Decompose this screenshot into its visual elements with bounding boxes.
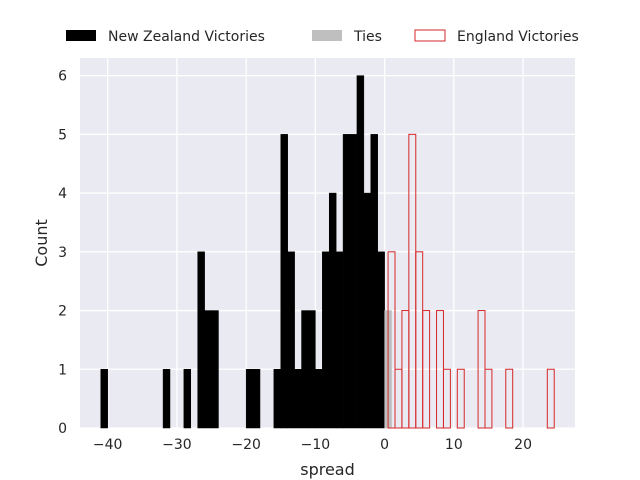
england-victories-bar bbox=[422, 310, 431, 429]
x-tick-label: 20 bbox=[514, 437, 532, 453]
england-victories-bar bbox=[484, 368, 493, 429]
new-zealand-victories-bar bbox=[315, 369, 323, 429]
new-zealand-victories-bar bbox=[308, 310, 316, 429]
new-zealand-victories-bar bbox=[377, 251, 385, 429]
england-victories-bar bbox=[387, 251, 396, 429]
legend: New Zealand Victories Ties England Victori… bbox=[66, 29, 579, 45]
x-axis-label: spread bbox=[300, 460, 355, 479]
legend-swatch-new-zealand-victories bbox=[66, 30, 96, 41]
y-tick-label: 3 bbox=[58, 245, 67, 261]
new-zealand-victories-bar bbox=[100, 369, 108, 429]
y-tick-labels: 0 1 2 3 4 5 6 bbox=[58, 69, 67, 437]
y-tick-label: 4 bbox=[58, 186, 67, 202]
new-zealand-victories-bar bbox=[363, 192, 372, 429]
new-zealand-victories-bar bbox=[162, 369, 171, 429]
new-zealand-victories-bar bbox=[211, 310, 219, 429]
legend-label-england-victories: England Victories bbox=[457, 29, 579, 45]
y-tick-label: 6 bbox=[58, 69, 67, 85]
y-tick-label: 1 bbox=[58, 362, 67, 378]
new-zealand-victories-bar bbox=[356, 75, 365, 429]
y-tick-label: 5 bbox=[58, 127, 67, 143]
x-tick-label: −40 bbox=[93, 437, 123, 453]
new-zealand-victories-bar bbox=[183, 369, 192, 429]
new-zealand-victories-bar bbox=[322, 251, 330, 429]
new-zealand-victories-bar bbox=[273, 369, 282, 429]
new-zealand-victories-bar bbox=[328, 192, 337, 429]
x-tick-labels: −40 −30 −20 −10 0 10 20 bbox=[93, 437, 532, 453]
new-zealand-victories-bar bbox=[204, 310, 212, 429]
new-zealand-victories-bar bbox=[370, 134, 378, 429]
england-victories-bar bbox=[456, 368, 465, 429]
new-zealand-victories-bar bbox=[245, 369, 254, 429]
england-victories-bar bbox=[505, 368, 514, 429]
legend-swatch-ties bbox=[312, 30, 342, 41]
new-zealand-victories-bar bbox=[342, 134, 351, 429]
new-zealand-victories-bar bbox=[349, 134, 358, 429]
legend-swatch-england-victories bbox=[414, 29, 446, 42]
x-tick-label: −30 bbox=[162, 437, 192, 453]
new-zealand-victories-bar bbox=[301, 310, 309, 429]
england-victories-bar bbox=[546, 368, 555, 429]
new-zealand-victories-bar bbox=[294, 369, 302, 429]
x-tick-label: −10 bbox=[301, 437, 331, 453]
y-axis-label: Count bbox=[32, 219, 51, 267]
new-zealand-victories-bar bbox=[280, 134, 288, 429]
y-tick-label: 0 bbox=[58, 421, 67, 437]
legend-label-ties: Ties bbox=[353, 29, 382, 45]
bars bbox=[100, 75, 555, 429]
new-zealand-victories-bar bbox=[287, 251, 295, 429]
x-tick-label: 10 bbox=[445, 437, 463, 453]
y-tick-label: 2 bbox=[58, 304, 67, 320]
new-zealand-victories-bar bbox=[335, 251, 344, 429]
x-tick-label: −20 bbox=[231, 437, 261, 453]
new-zealand-victories-bar bbox=[197, 251, 205, 429]
england-victories-bar bbox=[442, 368, 451, 429]
x-tick-label: 0 bbox=[380, 437, 389, 453]
new-zealand-victories-bar bbox=[252, 369, 261, 429]
legend-label-new-zealand-victories: New Zealand Victories bbox=[108, 29, 265, 45]
